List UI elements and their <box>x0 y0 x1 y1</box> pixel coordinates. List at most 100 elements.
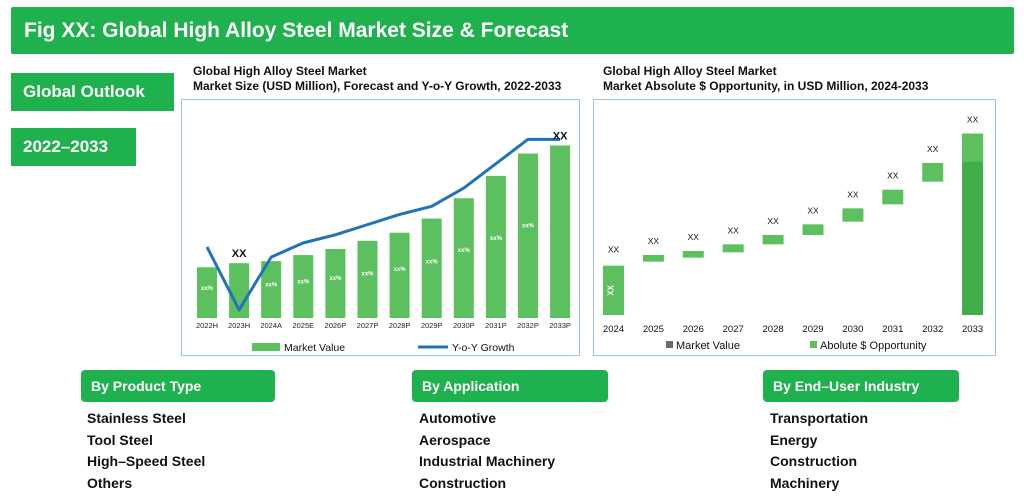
x-tick-label: 2025E <box>292 321 314 330</box>
bar-data-label: xx% <box>490 236 503 242</box>
bar-data-label: XX <box>847 189 859 199</box>
total-market-value-bar <box>962 133 984 315</box>
bar-data-label: XX <box>688 232 700 242</box>
x-tick-label: 2026P <box>325 321 347 330</box>
market-value-bar <box>485 175 506 318</box>
x-tick-label: 2033 <box>962 324 983 335</box>
market-value-bar <box>357 240 378 318</box>
opportunity-bar <box>802 224 824 235</box>
list-item: Transportation <box>770 410 869 426</box>
opportunity-bar <box>762 235 784 245</box>
opportunity-bar <box>882 189 904 205</box>
x-tick-label: 2027 <box>723 324 744 335</box>
opportunity-bar <box>842 208 864 222</box>
opportunity-bar <box>603 265 624 315</box>
x-tick-label: 2029P <box>421 321 443 330</box>
segment-application-list: Automotive Aerospace Industrial Machiner… <box>419 408 555 494</box>
bar-data-label: XX <box>607 284 616 295</box>
bar-data-label: XX <box>232 248 247 260</box>
x-tick-label: 2025 <box>643 324 664 335</box>
opportunity-bar <box>722 244 744 253</box>
bar-data-label: XX <box>728 225 740 235</box>
x-tick-label: 2029 <box>802 324 823 335</box>
market-value-bar <box>389 232 410 318</box>
bar-data-label: xx% <box>265 283 278 289</box>
bar-data-label: XX <box>553 130 568 142</box>
bar-data-label: xx% <box>394 267 407 273</box>
segment-application-title: By Application <box>422 378 520 394</box>
list-item: Aerospace <box>419 431 491 448</box>
opportunity-bar <box>922 163 944 182</box>
x-tick-label: 2027P <box>357 321 379 330</box>
list-item: Tool Steel <box>87 431 153 448</box>
legend-market-value-label: Market Value <box>284 342 345 354</box>
bar-data-label: XX <box>608 245 620 255</box>
market-value-bar <box>325 248 346 318</box>
legend-yoy-growth-label: Y-o-Y Growth <box>452 342 515 354</box>
bar-data-label: xx% <box>361 272 374 278</box>
market-size-chart-heading: Global High Alloy Steel Market Market Si… <box>193 64 561 94</box>
bar-data-label: xx% <box>329 276 342 282</box>
x-tick-label: 2031P <box>485 321 507 330</box>
opportunity-bar <box>962 133 984 162</box>
opportunity-chart-svg: XX XX XX XX XX XX XX XX XX XX XX 2024 2025 2026 2027 20… <box>603 115 984 352</box>
segment-product-type-list: Stainless Steel Tool Steel High–Speed St… <box>87 408 205 494</box>
market-value-bar <box>197 267 217 318</box>
legend-opportunity-swatch <box>810 341 817 348</box>
legend-market-value-swatch <box>252 343 280 351</box>
x-tick-label: 2030P <box>453 321 475 330</box>
x-tick-label: 2031 <box>882 324 903 335</box>
segment-end-user-list: Transportation Energy Construction Machi… <box>770 408 868 494</box>
list-item: High–Speed Steel <box>87 453 206 469</box>
list-item: Construction <box>770 453 858 469</box>
market-value-bar <box>518 153 538 318</box>
segment-application-header: By Application <box>412 370 608 402</box>
list-item: Others <box>87 474 133 491</box>
market-size-chart-subtitle: Market Size (USD Million), Forecast and … <box>193 79 562 93</box>
figure-title-bar: Fig XX: Global High Alloy Steel Market S… <box>11 7 1014 54</box>
x-tick-label: 2032 <box>922 324 943 335</box>
bar-data-label: xx% <box>426 259 439 265</box>
list-item: Machinery <box>770 474 840 491</box>
x-tick-label: 2028P <box>389 321 411 330</box>
list-item: Construction <box>419 474 507 491</box>
bar-data-label: xx% <box>297 279 310 285</box>
x-tick-label: 2033P <box>549 321 571 330</box>
bar-data-label: XX <box>767 216 779 226</box>
market-value-bar <box>261 261 282 318</box>
legend-opportunity-label: Abolute $ Opportunity <box>820 340 927 352</box>
bar-data-label: xx% <box>522 224 535 230</box>
x-tick-label: 2026 <box>683 324 704 335</box>
segment-end-user-title: By End–User Industry <box>773 378 920 394</box>
market-size-chart-title: Global High Alloy Steel Market <box>193 64 367 78</box>
list-item: Industrial Machinery <box>419 453 556 469</box>
segment-product-type-title: By Product Type <box>91 378 202 394</box>
bar-data-label: XX <box>927 144 939 154</box>
bar-data-label: XX <box>967 115 979 125</box>
bar-data-label: xx% <box>201 286 214 292</box>
year-range-box: 2022–2033 <box>11 128 136 166</box>
opportunity-bar <box>682 251 704 258</box>
figure-title: Fig XX: Global High Alloy Steel Market S… <box>24 19 569 42</box>
x-tick-label: 2024A <box>260 321 282 330</box>
opportunity-chart-subtitle: Market Absolute $ Opportunity, in USD Mi… <box>603 79 929 93</box>
x-tick-label: 2022H <box>196 321 218 330</box>
list-item: Energy <box>770 431 818 448</box>
market-size-chart-svg: xx% XX xx% xx% xx% xx% xx% xx% xx% xx% xx% XX 2022H 2… <box>196 130 571 354</box>
list-item: Automotive <box>419 410 496 426</box>
year-range-label: 2022–2033 <box>23 137 109 156</box>
market-value-bar <box>550 145 571 318</box>
bar-data-label: XX <box>807 205 819 215</box>
opportunity-bar <box>642 255 664 262</box>
x-tick-label: 2030 <box>842 324 863 335</box>
x-tick-label: 2023H <box>228 321 250 330</box>
global-outlook-label: Global Outlook <box>23 82 145 101</box>
list-item: Stainless Steel <box>87 410 186 426</box>
opportunity-chart: XX XX XX XX XX XX XX XX XX XX XX 2024 2025 2026 2027 20… <box>593 99 996 356</box>
x-tick-label: 2024 <box>603 324 624 335</box>
legend-market-value-swatch <box>666 341 673 348</box>
x-tick-label: 2028 <box>763 324 784 335</box>
bar-data-label: XX <box>887 171 899 181</box>
opportunity-chart-title: Global High Alloy Steel Market <box>603 64 777 78</box>
market-size-chart: xx% XX xx% xx% xx% xx% xx% xx% xx% xx% xx% XX 2022H 2… <box>181 99 580 356</box>
